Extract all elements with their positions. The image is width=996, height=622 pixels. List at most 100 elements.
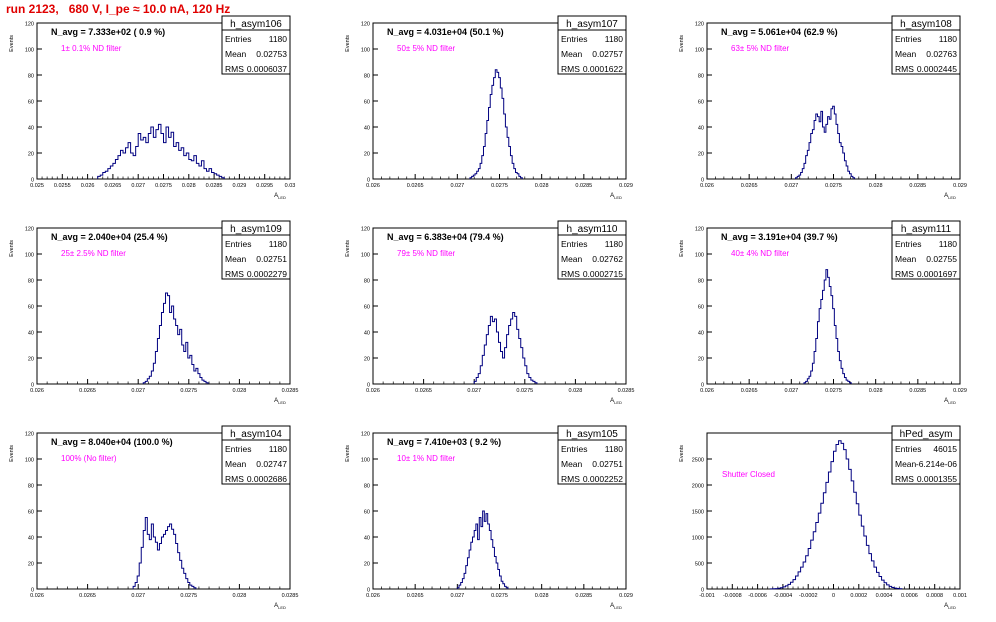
stats-label-entries: Entries [561, 34, 587, 44]
stats-value-entries: 1180 [269, 34, 288, 44]
stats-value-rms: 0.0001697 [917, 269, 957, 279]
x-tick-label: -0.001 [699, 593, 715, 599]
y-axis-label: Events [679, 240, 685, 257]
stats-label-rms: RMS [225, 474, 244, 484]
filter-annotation: 1± 0.1% ND filter [61, 44, 122, 53]
x-tick-label: 0.026 [366, 593, 380, 599]
histogram-panel: 0 20 40 60 80 100 120 Events 0.025 0.0255 0.026 0.0… [9, 15, 295, 200]
y-tick-label: 80 [28, 279, 34, 285]
y-tick-label: 120 [25, 432, 34, 438]
stats-label-rms: RMS [561, 64, 580, 74]
y-tick-label: 2500 [692, 458, 704, 464]
stats-label-rms: RMS [561, 269, 580, 279]
x-axis-label-main: A [274, 398, 278, 404]
x-tick-label: 0.027 [131, 388, 145, 394]
y-tick-label: 0 [701, 383, 704, 389]
y-tick-label: 40 [364, 536, 370, 542]
y-tick-label: 100 [695, 253, 704, 259]
histogram-series [769, 440, 903, 590]
y-tick-label: 60 [364, 305, 370, 311]
histogram-name: hPed_asym [900, 429, 953, 440]
x-tick-label: 0.028 [535, 593, 549, 599]
x-tick-label: 0 [832, 593, 835, 599]
stats-value-rms: 0.0001355 [917, 474, 957, 484]
x-tick-label: 0.0275 [180, 593, 197, 599]
y-tick-label: 100 [361, 48, 370, 54]
y-tick-label: 20 [364, 562, 370, 568]
y-axis-label: Events [9, 35, 15, 52]
x-tick-label: 0.0265 [79, 388, 96, 394]
x-tick-label: 0.026 [30, 593, 44, 599]
x-axis-label-main: A [610, 603, 614, 609]
y-tick-label: 20 [364, 357, 370, 363]
stats-value-rms: 0.0002686 [247, 474, 287, 484]
y-tick-label: 40 [28, 126, 34, 132]
stats-label-entries: Entries [561, 444, 587, 454]
stats-label-entries: Entries [895, 34, 921, 44]
y-tick-label: 120 [695, 227, 704, 233]
x-tick-label: 0.027 [450, 593, 464, 599]
filter-annotation: 63± 5% ND filter [731, 44, 790, 53]
y-tick-label: 0 [31, 588, 34, 594]
y-tick-label: 500 [695, 562, 704, 568]
x-tick-label: 0.0004 [876, 593, 893, 599]
x-axis-label-sub: LED [278, 400, 286, 405]
x-tick-label: 0.0002 [850, 593, 867, 599]
filter-annotation: 50± 5% ND filter [397, 44, 456, 53]
x-axis-label-main: A [944, 398, 948, 404]
stats-label-mean: Mean [561, 459, 583, 469]
x-tick-label: 0.0285 [282, 388, 299, 394]
stats-box [557, 220, 627, 280]
y-tick-label: 40 [364, 126, 370, 132]
stats-value-mean: 0.02747 [256, 459, 287, 469]
y-tick-label: 80 [364, 74, 370, 80]
y-axis-label: Events [679, 35, 685, 52]
x-tick-label: 0.0006 [901, 593, 918, 599]
x-tick-label: 0.0275 [180, 388, 197, 394]
stats-value-rms: 0.0002279 [247, 269, 287, 279]
filter-annotation: 79± 5% ND filter [397, 249, 456, 258]
histogram-name: h_asym110 [567, 224, 618, 235]
y-tick-label: 120 [25, 227, 34, 233]
y-tick-label: 100 [25, 48, 34, 54]
y-tick-label: 0 [367, 178, 370, 184]
x-axis-label-main: A [944, 603, 948, 609]
x-tick-label: 0.028 [233, 388, 247, 394]
histogram-panel: 0 20 40 60 80 100 120 Events 0.026 0.0265 0.027 0.0… [9, 220, 299, 405]
x-tick-label: 0.0285 [909, 183, 926, 189]
x-axis-label: ALED [610, 603, 622, 610]
x-tick-label: 0.028 [869, 183, 883, 189]
x-axis-label: ALED [274, 603, 286, 610]
histogram-panel: 0 20 40 60 80 100 120 Events 0.026 0.0265 0.027 0.0… [679, 15, 967, 200]
histogram-name: h_asym108 [900, 19, 952, 30]
stats-value-mean: 0.02763 [926, 49, 957, 59]
x-tick-label: 0.0265 [741, 388, 758, 394]
y-tick-label: 0 [701, 178, 704, 184]
stats-value-entries: 1180 [939, 34, 958, 44]
y-tick-label: 60 [698, 100, 704, 106]
stats-value-rms: 0.0001622 [583, 64, 623, 74]
histogram-name: h_asym107 [566, 19, 618, 30]
y-tick-label: 80 [28, 484, 34, 490]
x-tick-label: 0.0275 [516, 388, 533, 394]
x-tick-label: 0.0285 [575, 183, 592, 189]
histogram-name: h_asym109 [230, 224, 282, 235]
x-axis-label-sub: LED [948, 605, 956, 610]
stats-label-rms: RMS [561, 474, 580, 484]
stats-value-entries: 1180 [605, 34, 624, 44]
x-tick-label: 0.0265 [407, 183, 424, 189]
histogram-series [132, 517, 197, 589]
x-tick-label: 0.026 [81, 183, 95, 189]
y-axis-label: Events [9, 445, 15, 462]
filter-annotation: 100% (No filter) [61, 454, 117, 463]
y-tick-label: 0 [367, 383, 370, 389]
y-tick-label: 80 [364, 484, 370, 490]
x-tick-label: 0.0265 [79, 593, 96, 599]
x-axis-label-sub: LED [614, 605, 622, 610]
x-axis-label: ALED [610, 193, 622, 200]
x-tick-label: 0.029 [953, 388, 967, 394]
histogram-series [142, 292, 209, 384]
page-title: run 2123, 680 V, I_pe ≈ 10.0 nA, 120 Hz [6, 2, 231, 16]
filter-annotation: 25± 2.5% ND filter [61, 249, 126, 258]
y-tick-label: 20 [28, 357, 34, 363]
